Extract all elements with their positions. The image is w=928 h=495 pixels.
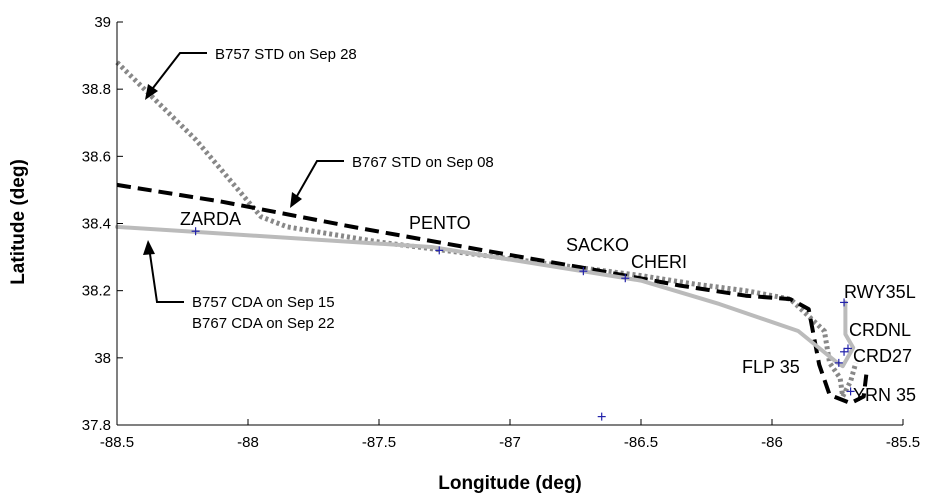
waypoint-marker-7 bbox=[834, 358, 843, 367]
waypoint-marker-2 bbox=[579, 267, 588, 276]
x-tick-label-5: -86 bbox=[761, 434, 783, 451]
waypoint-label-sacko: SACKO bbox=[566, 235, 629, 255]
annotation-b767-std: B767 STD on Sep 08 bbox=[290, 154, 494, 208]
annotation-cda: B757 CDA on Sep 15 B767 CDA on Sep 22 bbox=[143, 240, 335, 332]
waypoint-marker-1 bbox=[435, 246, 444, 255]
annotation-b757-std-label: B757 STD on Sep 28 bbox=[215, 46, 357, 63]
waypoint-label-pento: PENTO bbox=[409, 213, 471, 233]
x-tick-label-2: -87.5 bbox=[362, 434, 396, 451]
waypoint-marker-3 bbox=[621, 274, 630, 283]
waypoint-marker-4 bbox=[840, 298, 849, 307]
series-line-solid-2 bbox=[115, 224, 856, 369]
x-tick-label-0: -88.5 bbox=[100, 434, 134, 451]
annotation-b757-std-arrowhead bbox=[145, 84, 158, 100]
series-layer bbox=[115, 60, 869, 406]
annotation-b757-std-leader bbox=[152, 52, 207, 89]
x-tick-label-6: -85.5 bbox=[886, 434, 920, 451]
y-tick-label-1: 38 bbox=[94, 350, 111, 367]
x-tick-label-3: -87 bbox=[499, 434, 521, 451]
annotation-b767-std-arrowhead bbox=[290, 192, 302, 208]
waypoint-label-yrn35: YRN 35 bbox=[853, 385, 916, 405]
y-tick-label-5: 38.8 bbox=[82, 81, 111, 98]
waypoint-marker-6 bbox=[840, 347, 849, 356]
annotation-cda-label-line2: B767 CDA on Sep 22 bbox=[192, 315, 335, 332]
annotation-cda-label-line1: B757 CDA on Sep 15 bbox=[192, 294, 335, 311]
waypoint-label-crdnl: CRDNL bbox=[849, 320, 911, 340]
waypoint-marker-0 bbox=[191, 227, 200, 236]
y-tick-label-0: 37.8 bbox=[82, 417, 111, 434]
annotation-b767-std-leader bbox=[296, 160, 344, 197]
waypoint-marker-8 bbox=[846, 387, 855, 396]
y-tick-label-6: 39 bbox=[94, 14, 111, 31]
x-axis-title: Longitude (deg) bbox=[438, 473, 582, 494]
x-tick-label-1: -88 bbox=[237, 434, 259, 451]
waypoint-marker-layer bbox=[191, 227, 855, 421]
waypoint-marker-5 bbox=[843, 344, 852, 353]
annotation-cda-arrowhead bbox=[143, 240, 155, 255]
annotation-b757-std: B757 STD on Sep 28 bbox=[145, 46, 357, 100]
waypoint-label-cheri: CHERI bbox=[631, 252, 687, 272]
y-tick-label-2: 38.2 bbox=[82, 283, 111, 300]
waypoint-label-crd27: CRD27 bbox=[853, 346, 912, 366]
series-line-dashed-1 bbox=[116, 182, 869, 406]
y-tick-label-3: 38.4 bbox=[82, 216, 111, 233]
y-tick-label-4: 38.6 bbox=[82, 148, 111, 165]
y-axis-title: Latitude (deg) bbox=[8, 159, 29, 285]
waypoint-label-zarda: ZARDA bbox=[180, 209, 241, 229]
waypoint-label-rwy35l: RWY35L bbox=[844, 282, 916, 302]
annotation-b767-std-label: B767 STD on Sep 08 bbox=[352, 154, 494, 171]
annotation-cda-leader bbox=[149, 253, 184, 303]
extra-marker-0 bbox=[597, 412, 606, 421]
tick-layer: -88.5 -88 -87.5 -87 -86.5 -86 -85.5 37.8 38 38.2 3… bbox=[82, 14, 920, 451]
waypoint-label-flp35: FLP 35 bbox=[742, 357, 800, 377]
x-tick-label-4: -86.5 bbox=[624, 434, 658, 451]
series-line-dotted-0 bbox=[115, 60, 859, 399]
